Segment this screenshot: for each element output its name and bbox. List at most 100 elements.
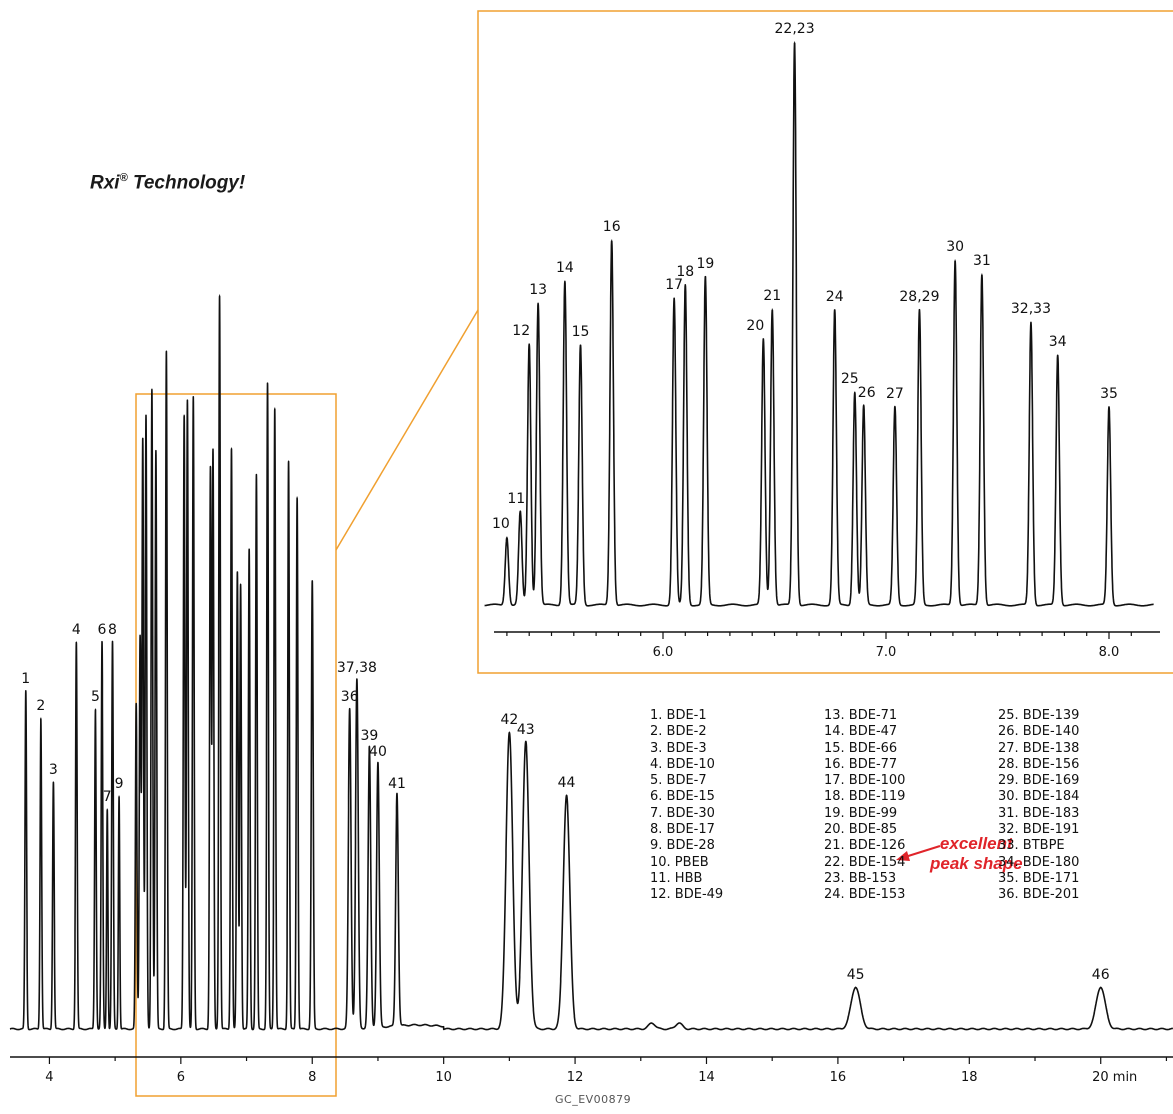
main-peak-label: 44 — [558, 775, 576, 791]
main-peak-apex — [377, 763, 379, 765]
main-peak-apex — [155, 450, 157, 452]
inset-peak-apex — [506, 536, 508, 538]
annotation-line-2: peak shape — [930, 854, 1023, 873]
main-peak-apex — [230, 447, 232, 449]
main-peak-apex — [678, 1022, 680, 1024]
main-peak-apex — [142, 438, 144, 440]
legend-entry: 25. BDE-139 — [998, 708, 1080, 723]
main-peak-label: 3 — [49, 762, 58, 778]
main-peak-apex — [94, 708, 96, 710]
main-peak-label: 6 — [98, 622, 107, 638]
annotation-excellent-peak-shape: excellent peak shape — [930, 834, 1023, 874]
main-tick-label: 10 — [435, 1070, 452, 1085]
legend-column-1: 1. BDE-1 2. BDE-2 3. BDE-3 4. BDE-10 5. BDE-… — [650, 708, 723, 904]
main-peak-label: 43 — [517, 722, 535, 738]
main-peak-label: 4 — [72, 622, 81, 638]
legend-entry: 22. BDE-154 — [824, 854, 906, 870]
main-peak-apex — [40, 717, 42, 719]
legend-entry: 26. BDE-140 — [998, 724, 1080, 740]
legend-entry: 11. HBB — [650, 870, 703, 886]
inset-peak-label: 11 — [507, 491, 525, 507]
annotation-arrowhead — [896, 851, 910, 861]
inset-peak-apex — [863, 405, 865, 407]
main-peak-apex — [112, 641, 114, 643]
inset-peak-apex — [528, 343, 530, 345]
legend-entry: 17. BDE-100 — [824, 773, 906, 789]
inset-trace-group — [483, 41, 1155, 607]
legend-entry: 3. BDE-3 — [650, 740, 707, 756]
main-tick-label: 8 — [308, 1070, 316, 1085]
main-peak-label: 1 — [21, 671, 30, 687]
main-peak-apex — [255, 474, 257, 476]
main-peak-label: 2 — [36, 698, 45, 714]
inset-peak-apex — [673, 297, 675, 299]
legend-entry: 30. BDE-184 — [998, 789, 1080, 805]
tagline: Rxi® Technology! — [90, 172, 246, 194]
legend-entry: 9. BDE-28 — [650, 838, 715, 854]
legend-entry: 14. BDE-47 — [824, 724, 898, 740]
main-peak-apex — [651, 1022, 653, 1024]
inset-peak-label: 26 — [858, 385, 876, 401]
inset-x-axis: 6.0 7.0 8.0 — [494, 631, 1160, 660]
inset-peak-label: 28,29 — [899, 289, 939, 305]
legend-entry: 23. BB-153 — [824, 870, 897, 886]
main-peak-apex — [165, 350, 167, 352]
main-peak-label: 9 — [115, 776, 124, 792]
inset-peak-label: 32,33 — [1011, 301, 1051, 317]
legend-entry: 32. BDE-191 — [998, 822, 1080, 838]
main-tick-label: 14 — [698, 1070, 715, 1085]
inset-peak-apex — [918, 309, 920, 311]
main-peak-apex — [396, 795, 398, 797]
main-peak-label: 40 — [369, 744, 387, 760]
main-peak-apex — [145, 415, 147, 417]
main-tick-label: 6 — [177, 1070, 185, 1085]
main-peak-label: 39 — [360, 728, 378, 744]
main-peak-apex — [274, 407, 276, 409]
main-tick-label: 12 — [567, 1070, 584, 1085]
inset-peak-apex — [771, 308, 773, 310]
main-peak-apex — [135, 703, 137, 705]
legend-entry: 1. BDE-1 — [650, 708, 707, 723]
inset-peak-label: 25 — [841, 371, 859, 387]
inset-peak-label: 18 — [676, 264, 694, 280]
legend-entry: 6. BDE-15 — [650, 789, 715, 805]
legend-entry: 12. BDE-49 — [650, 887, 724, 903]
main-tick-label: 4 — [45, 1070, 53, 1085]
inset-tick-label: 8.0 — [1099, 645, 1120, 660]
main-peak-apex — [118, 795, 120, 797]
main-peak-label: 42 — [500, 712, 518, 728]
legend-entry: 4. BDE-10 — [650, 756, 715, 772]
main-peak-apex — [356, 679, 358, 681]
main-peak-apex — [106, 808, 108, 810]
main-trace — [9, 295, 1173, 1031]
inset-peak-label: 31 — [973, 253, 991, 269]
legend-entry: 28. BDE-156 — [998, 756, 1080, 772]
main-peak-label: 7 — [103, 789, 112, 805]
main-peak-apex — [139, 636, 141, 638]
main-peak-apex — [151, 388, 153, 390]
main-peak-apex — [368, 747, 370, 749]
inset-peak-apex — [854, 391, 856, 393]
compound-legend: 1. BDE-1 2. BDE-2 3. BDE-3 4. BDE-10 5. BDE-… — [650, 708, 1173, 902]
inset-peak-label: 17 — [665, 277, 683, 293]
legend-column-2: 13. BDE-71 14. BDE-47 15. BDE-66 16. BDE-77… — [824, 708, 905, 904]
legend-entry: 36. BDE-201 — [998, 887, 1080, 903]
legend-entry: 24. BDE-153 — [824, 887, 906, 903]
main-trace-group — [9, 294, 1173, 1031]
legend-entry: 35. BDE-171 — [998, 870, 1080, 886]
legend-entry: 7. BDE-30 — [650, 805, 715, 821]
annotation-line-1: excellent — [939, 834, 1013, 853]
main-peak-apex — [349, 708, 351, 710]
inset-peak-apex — [611, 239, 613, 241]
legend-entry: 29. BDE-169 — [998, 773, 1080, 789]
main-peak-apex — [1100, 986, 1102, 988]
main-peak-apex — [101, 641, 103, 643]
main-x-axis: 4 6 8 10 12 14 16 18 20 min — [10, 1056, 1173, 1085]
inset-peak-label: 15 — [572, 324, 590, 340]
inset-peak-label: 16 — [603, 219, 621, 235]
inset-peak-apex — [1030, 321, 1032, 323]
main-peak-apex — [288, 460, 290, 462]
